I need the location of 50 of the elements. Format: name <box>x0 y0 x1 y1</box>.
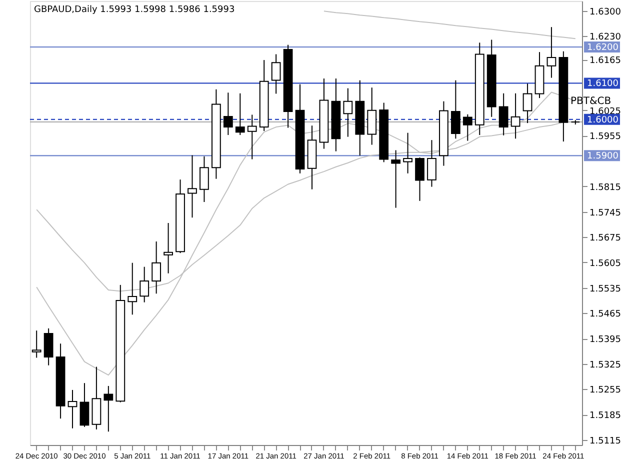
y-tick-label: 1.5255 <box>590 386 621 396</box>
candlestick <box>546 26 556 78</box>
candlestick <box>510 92 520 140</box>
candlestick <box>271 54 281 94</box>
candlestick <box>343 88 353 138</box>
y-tick-label: 1.6025 <box>590 106 621 117</box>
annotation: PBT&CB <box>570 96 612 107</box>
candlestick <box>498 92 508 136</box>
candlestick <box>104 385 114 432</box>
ref-line-label: 1.6200 <box>587 42 619 53</box>
y-tick-label: 1.5745 <box>590 208 621 218</box>
candlestick <box>522 83 532 124</box>
y-tick-label: 1.5955 <box>590 132 621 142</box>
y-tick-label: 1.6230 <box>590 32 622 43</box>
candlestick <box>427 140 436 188</box>
candlestick <box>235 92 245 136</box>
candlestick <box>223 92 233 136</box>
candlestick <box>450 80 460 140</box>
ref-line-label: 1.6100 <box>587 79 619 90</box>
candlestick <box>403 132 412 174</box>
candlestick <box>367 87 377 146</box>
y-tick-label: 1.5185 <box>590 411 621 422</box>
candlestick <box>391 150 400 208</box>
candlestick <box>44 328 54 366</box>
candlestick <box>128 262 138 316</box>
candlestick <box>164 222 173 274</box>
chart-title: GBPAUD,Daily 1.5993 1.5998 1.5986 1.5993 <box>34 5 235 15</box>
candlestick <box>68 389 78 429</box>
candlestick <box>152 240 162 294</box>
ref-line-label: 1.6000 <box>587 115 619 126</box>
candlestick <box>140 266 150 303</box>
y-tick-label: 1.5605 <box>590 258 621 269</box>
y-tick-label: 1.5325 <box>590 360 621 370</box>
y-tick-label: 1.5675 <box>590 234 621 244</box>
candlestick <box>415 156 424 202</box>
y-tick-label: 1.5395 <box>590 335 621 346</box>
candlestick <box>247 114 257 160</box>
candlestick <box>200 156 209 202</box>
candlestick <box>32 330 42 358</box>
y-tick-label: 1.5465 <box>590 310 621 320</box>
candlestick <box>80 382 90 428</box>
candlestick <box>462 114 472 142</box>
line-series <box>323 10 576 40</box>
y-tick-label: 1.5115 <box>590 436 621 446</box>
candlestick <box>188 154 197 218</box>
y-tick-label: 1.6300 <box>590 7 622 18</box>
ref-line-label: 1.5900 <box>587 152 619 162</box>
y-tick-label: 1.6165 <box>590 56 621 66</box>
y-tick-label: 1.5535 <box>590 284 621 294</box>
y-tick-label: 1.5815 <box>590 182 621 193</box>
